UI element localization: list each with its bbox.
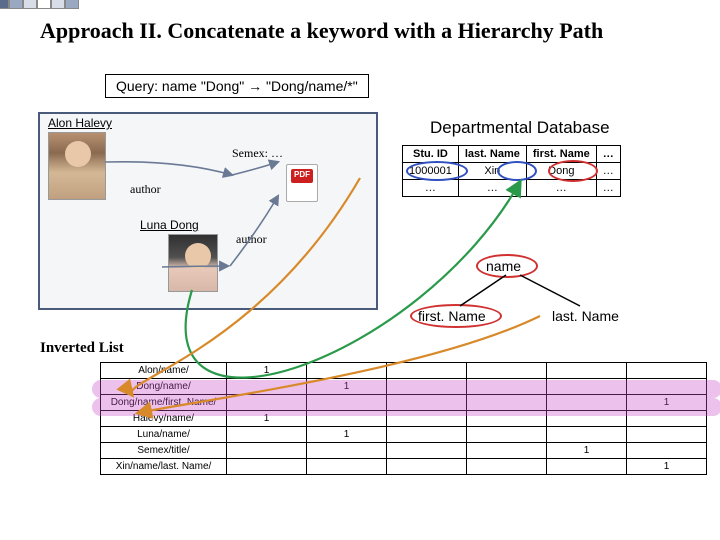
db-header: Stu. ID — [403, 146, 459, 163]
inv-cell — [547, 459, 627, 475]
inv-cell — [627, 379, 707, 395]
inv-cell — [307, 363, 387, 379]
inv-cell: 1 — [227, 363, 307, 379]
inv-cell — [387, 363, 467, 379]
inv-cell — [387, 395, 467, 411]
db-cell: … — [526, 180, 596, 197]
inv-cell — [467, 411, 547, 427]
inv-cell — [307, 459, 387, 475]
person-luna-photo — [168, 234, 218, 292]
db-cell: … — [596, 163, 620, 180]
slide-title: Approach II. Concatenate a keyword with … — [40, 18, 680, 44]
inv-cell — [467, 459, 547, 475]
db-title: Departmental Database — [430, 118, 610, 138]
inv-cell — [467, 427, 547, 443]
db-cell: … — [403, 180, 459, 197]
inv-cell — [627, 443, 707, 459]
inv-cell — [307, 395, 387, 411]
inv-cell — [307, 443, 387, 459]
inv-path: Luna/name/ — [101, 427, 227, 443]
inv-path: Halevy/name/ — [101, 411, 227, 427]
oval-tree-root — [476, 254, 538, 278]
pdf-icon — [286, 164, 318, 202]
db-cell: … — [596, 180, 620, 197]
oval-id — [406, 161, 468, 181]
inv-cell — [547, 411, 627, 427]
inv-cell — [227, 427, 307, 443]
author-edge-2: author — [236, 232, 267, 247]
inv-cell: 1 — [627, 395, 707, 411]
db-header: first. Name — [526, 146, 596, 163]
inv-cell — [547, 427, 627, 443]
corner-decoration — [0, 0, 79, 9]
inv-cell — [547, 395, 627, 411]
entity-panel: Alon Halevy Semex: … author Luna Dong au… — [38, 112, 378, 310]
inv-cell — [467, 443, 547, 459]
person-luna-label: Luna Dong — [140, 218, 199, 232]
db-cell: … — [458, 180, 526, 197]
query-box: Query: name "Dong" → "Dong/name/*" — [105, 74, 369, 98]
author-edge-1: author — [130, 182, 161, 197]
inv-cell — [307, 411, 387, 427]
inv-cell: 1 — [307, 379, 387, 395]
inv-path: Semex/title/ — [101, 443, 227, 459]
inv-cell: 1 — [627, 459, 707, 475]
inv-cell — [387, 443, 467, 459]
inverted-list-table: Alon/name/1Dong/name/1Dong/name/first. N… — [100, 362, 707, 475]
oval-tree-left — [410, 304, 502, 328]
inv-cell — [547, 363, 627, 379]
inv-cell — [387, 459, 467, 475]
inv-cell — [467, 395, 547, 411]
person-alon-label: Alon Halevy — [48, 116, 112, 130]
inv-path: Xin/name/last. Name/ — [101, 459, 227, 475]
inv-cell — [387, 379, 467, 395]
semex-label: Semex: … — [232, 146, 283, 161]
inv-cell — [227, 443, 307, 459]
inv-cell — [547, 379, 627, 395]
oval-xin — [497, 161, 537, 181]
tree-right: last. Name — [552, 308, 619, 324]
inverted-list-title: Inverted List — [40, 340, 124, 357]
inv-cell — [227, 379, 307, 395]
oval-dong — [548, 160, 598, 182]
inv-path: Dong/name/ — [101, 379, 227, 395]
inv-cell: 1 — [307, 427, 387, 443]
inv-cell — [387, 411, 467, 427]
inv-path: Alon/name/ — [101, 363, 227, 379]
inv-cell — [227, 459, 307, 475]
db-header: last. Name — [458, 146, 526, 163]
inv-cell — [627, 427, 707, 443]
inv-cell — [387, 427, 467, 443]
person-alon-photo — [48, 132, 106, 200]
inv-cell — [227, 395, 307, 411]
db-header: … — [596, 146, 620, 163]
inv-path: Dong/name/first. Name/ — [101, 395, 227, 411]
inv-cell: 1 — [227, 411, 307, 427]
inv-cell — [467, 363, 547, 379]
inv-cell — [627, 411, 707, 427]
inv-cell — [627, 363, 707, 379]
inv-cell — [467, 379, 547, 395]
inv-cell: 1 — [547, 443, 627, 459]
